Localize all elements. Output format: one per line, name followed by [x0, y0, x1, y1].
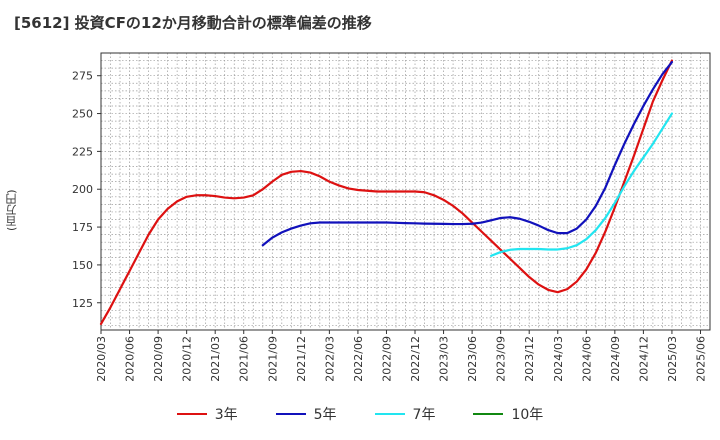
- x-tick-label: 2022/06: [352, 336, 365, 382]
- chart-plot: 125 150 175 200 225 250 275 2020/03 2020/06 2020/…: [72, 52, 711, 382]
- legend-swatch: [176, 413, 207, 415]
- y-tick-label: 175: [72, 221, 93, 234]
- series-line-1: [99, 59, 674, 326]
- legend-item-2: 5年: [275, 404, 337, 424]
- x-tick-label: 2020/03: [95, 336, 108, 382]
- y-tick-label: 125: [72, 297, 93, 310]
- legend-label: 3年: [214, 407, 238, 423]
- x-tick-label: 2024/09: [609, 336, 622, 382]
- legend-label: 7年: [412, 407, 436, 423]
- legend-item-3: 7年: [374, 404, 436, 424]
- x-tick-label: 2022/09: [380, 336, 393, 382]
- x-tick-label: 2024/03: [552, 336, 565, 382]
- x-tick-label: 2023/12: [523, 336, 536, 382]
- x-tick-label: 2023/03: [438, 336, 451, 382]
- legend-swatch: [473, 413, 504, 415]
- x-tick-label: 2020/12: [181, 336, 194, 382]
- y-tick-label: 225: [72, 145, 93, 158]
- chart-legend: 3年 5年 7年 10年: [0, 402, 720, 426]
- x-tick-label: 2021/06: [238, 336, 251, 382]
- x-tick-label: 2022/12: [409, 336, 422, 382]
- series-line-3: [490, 112, 674, 257]
- x-tick-label: 2022/03: [323, 336, 336, 382]
- legend-swatch: [374, 413, 405, 415]
- chart-title: [5612] 投資CFの12か月移動合計の標準偏差の推移: [14, 14, 372, 32]
- legend-item-1: 3年: [176, 404, 238, 424]
- x-tick-label: 2020/09: [152, 336, 165, 382]
- legend-label: 10年: [511, 407, 544, 423]
- y-tick-label: 150: [72, 259, 93, 272]
- x-tick-label: 2025/06: [694, 336, 707, 382]
- x-tick-label: 2021/12: [295, 336, 308, 382]
- x-tick-label: 2025/03: [666, 336, 679, 382]
- y-tick-label: 275: [72, 70, 93, 83]
- x-tick-label: 2024/06: [580, 336, 593, 382]
- x-tick-label: 2020/06: [124, 336, 137, 382]
- x-tick-label: 2021/09: [266, 336, 279, 382]
- plot-frame: [100, 52, 711, 331]
- x-tick-label: 2023/09: [495, 336, 508, 382]
- x-tick-label: 2021/03: [209, 336, 222, 382]
- x-tick-label: 2023/06: [466, 336, 479, 382]
- y-tick-label: 200: [72, 183, 93, 196]
- legend-swatch: [275, 413, 306, 415]
- x-tick-label: 2024/12: [637, 336, 650, 382]
- legend-label: 5年: [313, 407, 337, 423]
- legend-item-4: 10年: [473, 404, 543, 424]
- series-line-2: [261, 60, 674, 247]
- y-tick-label: 250: [72, 108, 93, 121]
